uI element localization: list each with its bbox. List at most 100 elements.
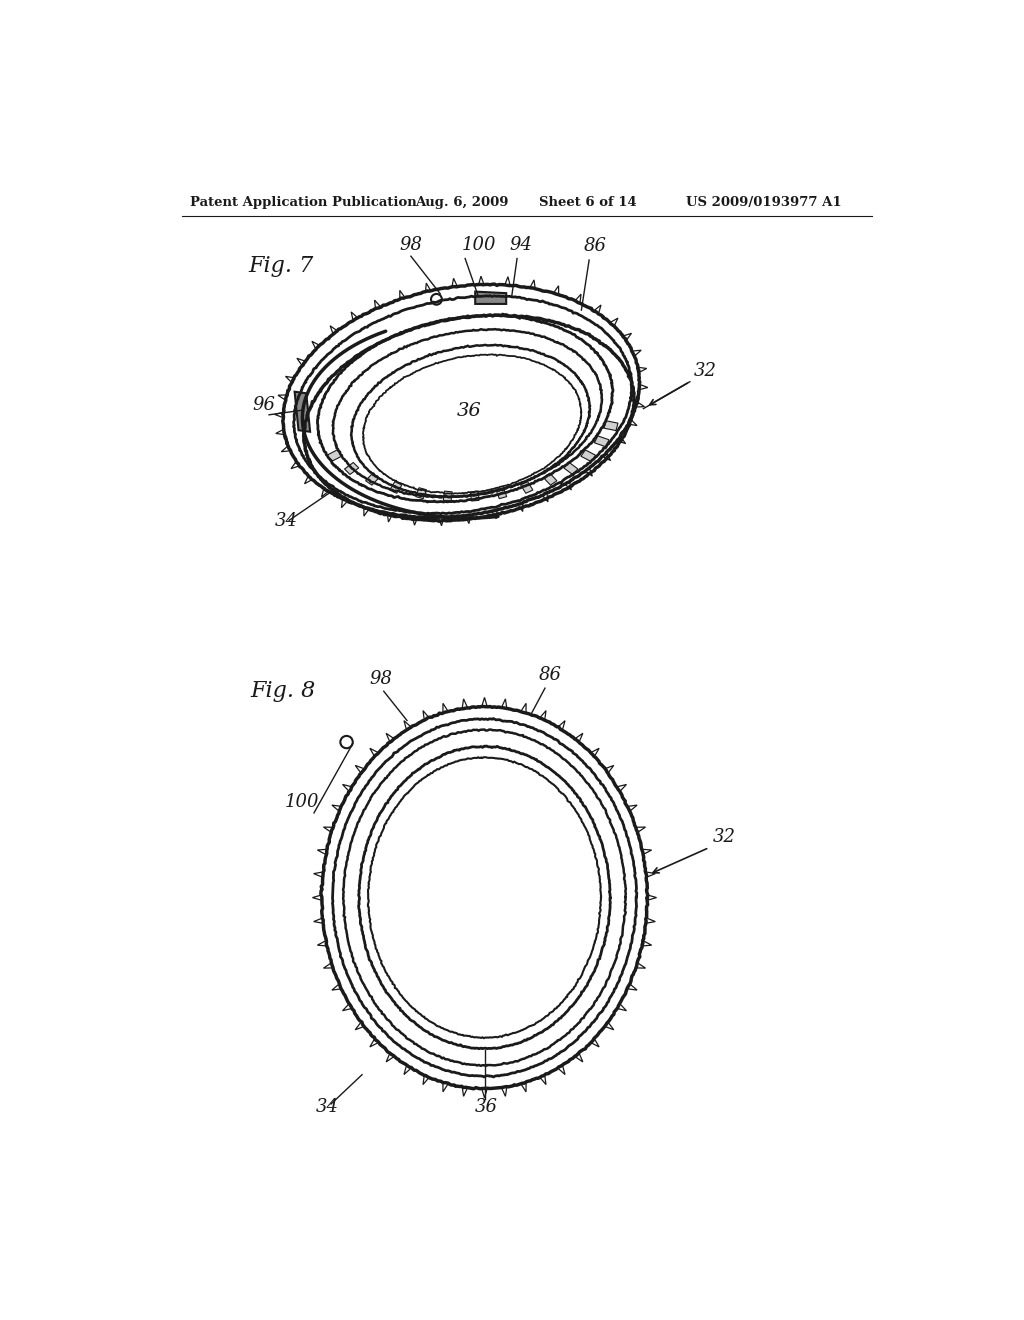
Polygon shape [502,698,507,709]
Polygon shape [355,766,365,774]
Polygon shape [558,721,565,730]
Polygon shape [604,421,617,430]
Polygon shape [632,350,641,356]
Polygon shape [628,420,637,425]
Polygon shape [492,510,497,519]
Polygon shape [520,482,532,494]
Polygon shape [595,436,609,446]
Text: 32: 32 [693,362,717,380]
Text: 34: 34 [275,512,298,529]
Polygon shape [370,748,379,756]
Polygon shape [642,849,651,854]
Text: 94: 94 [509,236,532,253]
Polygon shape [423,1074,429,1085]
Polygon shape [278,395,287,400]
Polygon shape [364,507,369,516]
Text: 34: 34 [315,1098,339,1115]
Polygon shape [304,475,312,484]
Polygon shape [623,333,632,341]
Polygon shape [332,983,341,990]
Polygon shape [399,290,406,300]
Polygon shape [478,276,484,285]
Polygon shape [355,1022,365,1030]
Polygon shape [591,748,599,756]
Polygon shape [330,326,338,334]
Polygon shape [636,828,645,833]
Polygon shape [387,513,392,521]
Polygon shape [542,492,548,502]
Text: 86: 86 [539,667,562,685]
Polygon shape [581,450,596,462]
Polygon shape [617,437,626,444]
Polygon shape [605,766,613,774]
Text: Fig. 8: Fig. 8 [251,680,315,702]
Polygon shape [470,491,479,502]
Text: Aug. 6, 2009: Aug. 6, 2009 [415,197,508,209]
Polygon shape [465,515,471,524]
Polygon shape [638,367,647,372]
Polygon shape [617,784,627,792]
Polygon shape [413,516,418,525]
Polygon shape [646,873,655,878]
Polygon shape [585,467,592,477]
Polygon shape [636,401,644,407]
Text: 100: 100 [285,793,319,810]
Polygon shape [312,895,322,900]
Polygon shape [297,358,305,366]
Polygon shape [351,312,357,321]
Polygon shape [313,917,324,923]
Polygon shape [386,734,394,742]
Polygon shape [282,446,290,451]
Polygon shape [647,895,656,900]
Polygon shape [286,376,294,383]
Polygon shape [343,784,352,792]
Polygon shape [475,292,506,304]
Polygon shape [312,342,319,350]
Polygon shape [443,704,449,713]
Text: 32: 32 [713,828,736,846]
Polygon shape [554,285,559,294]
Polygon shape [575,294,581,304]
Polygon shape [317,849,327,854]
Polygon shape [322,488,329,496]
Polygon shape [438,517,444,525]
Polygon shape [594,305,601,314]
Polygon shape [366,473,379,486]
Polygon shape [344,462,358,474]
Polygon shape [423,710,429,721]
Polygon shape [386,1053,394,1061]
Polygon shape [591,1039,599,1047]
Polygon shape [343,1003,352,1011]
Polygon shape [564,482,571,490]
Polygon shape [628,805,637,812]
Text: Patent Application Publication: Patent Application Publication [190,197,417,209]
Polygon shape [521,1082,526,1092]
Text: Sheet 6 of 14: Sheet 6 of 14 [539,197,637,209]
Polygon shape [317,941,327,946]
Polygon shape [605,1022,613,1030]
Text: 98: 98 [370,669,393,688]
Polygon shape [332,805,341,812]
Polygon shape [370,1039,379,1047]
Polygon shape [452,279,458,286]
Polygon shape [341,499,347,508]
Polygon shape [274,412,284,417]
Polygon shape [610,318,617,326]
Polygon shape [517,503,522,512]
Polygon shape [291,462,299,469]
Polygon shape [496,487,507,499]
Polygon shape [521,704,526,713]
Polygon shape [481,1089,487,1098]
Text: 98: 98 [399,236,422,253]
Text: US 2009/0193977 A1: US 2009/0193977 A1 [686,197,842,209]
Polygon shape [642,941,651,946]
Polygon shape [313,873,324,878]
Polygon shape [295,392,310,432]
Text: 86: 86 [584,236,606,255]
Polygon shape [426,282,431,292]
Polygon shape [574,1053,583,1061]
Polygon shape [403,1065,412,1074]
Polygon shape [462,698,468,709]
Text: Fig. 7: Fig. 7 [248,255,313,277]
Polygon shape [275,429,285,434]
